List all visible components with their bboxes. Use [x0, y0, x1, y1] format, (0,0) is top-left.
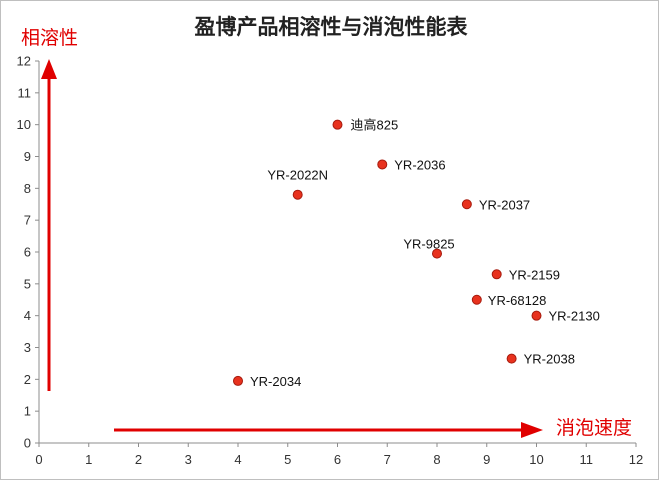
x-tick-label: 8 — [433, 452, 440, 467]
x-tick-label: 2 — [135, 452, 142, 467]
axis-arrows — [41, 59, 543, 438]
x-tick-label: 7 — [384, 452, 391, 467]
data-point — [506, 353, 517, 364]
y-tick-label: 5 — [24, 276, 31, 291]
data-point — [332, 119, 343, 130]
data-label: YR-2159 — [509, 267, 560, 282]
chart-title: 盈博产品相溶性与消泡性能表 — [194, 14, 469, 39]
x-arrowhead-icon — [521, 422, 543, 438]
y-arrowhead-icon — [41, 59, 57, 79]
y-tick-label: 11 — [18, 85, 32, 100]
x-tick-label: 1 — [85, 452, 92, 467]
x-tick-label: 6 — [334, 452, 341, 467]
y-tick-label: 12 — [17, 54, 31, 69]
x-tick-label: 11 — [580, 452, 594, 467]
data-label: YR-2037 — [479, 197, 530, 212]
x-tick-label: 3 — [185, 452, 192, 467]
data-label: YR-2022N — [267, 168, 328, 183]
y-tick-label: 3 — [24, 340, 31, 355]
data-point — [461, 199, 472, 210]
x-tick-label: 4 — [234, 452, 241, 467]
data-point — [292, 189, 303, 200]
data-label: YR-68128 — [488, 293, 547, 308]
x-tick-label: 9 — [483, 452, 490, 467]
data-point — [531, 310, 542, 321]
data-label: YR-9825 — [403, 237, 454, 252]
data-point — [471, 294, 482, 305]
data-label: YR-2034 — [250, 374, 301, 389]
y-tick-label: 0 — [24, 436, 31, 451]
y-tick-label: 8 — [24, 181, 31, 196]
data-point — [432, 248, 442, 259]
data-label: YR-2130 — [549, 309, 600, 324]
y-tick-label: 7 — [24, 213, 31, 228]
data-points: 迪高825 YR-2036 YR-2022N YR-2037 YR-9825 YR-215… — [233, 118, 600, 389]
data-label: YR-2036 — [394, 157, 445, 172]
y-tick-label: 9 — [24, 149, 31, 164]
data-point — [491, 269, 502, 280]
y-tick-label: 10 — [17, 117, 31, 132]
y-tick-label: 6 — [24, 245, 31, 260]
y-tick-label: 1 — [24, 404, 31, 419]
x-axis-name: 消泡速度 — [556, 417, 632, 439]
data-label: YR-2038 — [524, 352, 575, 367]
data-label: 迪高825 — [351, 118, 399, 133]
data-point — [377, 159, 388, 170]
x-tick-label: 0 — [35, 452, 42, 467]
x-tick-label: 5 — [284, 452, 291, 467]
x-tick-label: 10 — [529, 452, 543, 467]
y-tick-label: 4 — [24, 308, 31, 323]
y-axis-name: 相溶性 — [21, 27, 78, 49]
y-tick-label: 2 — [24, 372, 31, 387]
data-point — [233, 375, 243, 386]
x-tick-label: 12 — [629, 452, 643, 467]
